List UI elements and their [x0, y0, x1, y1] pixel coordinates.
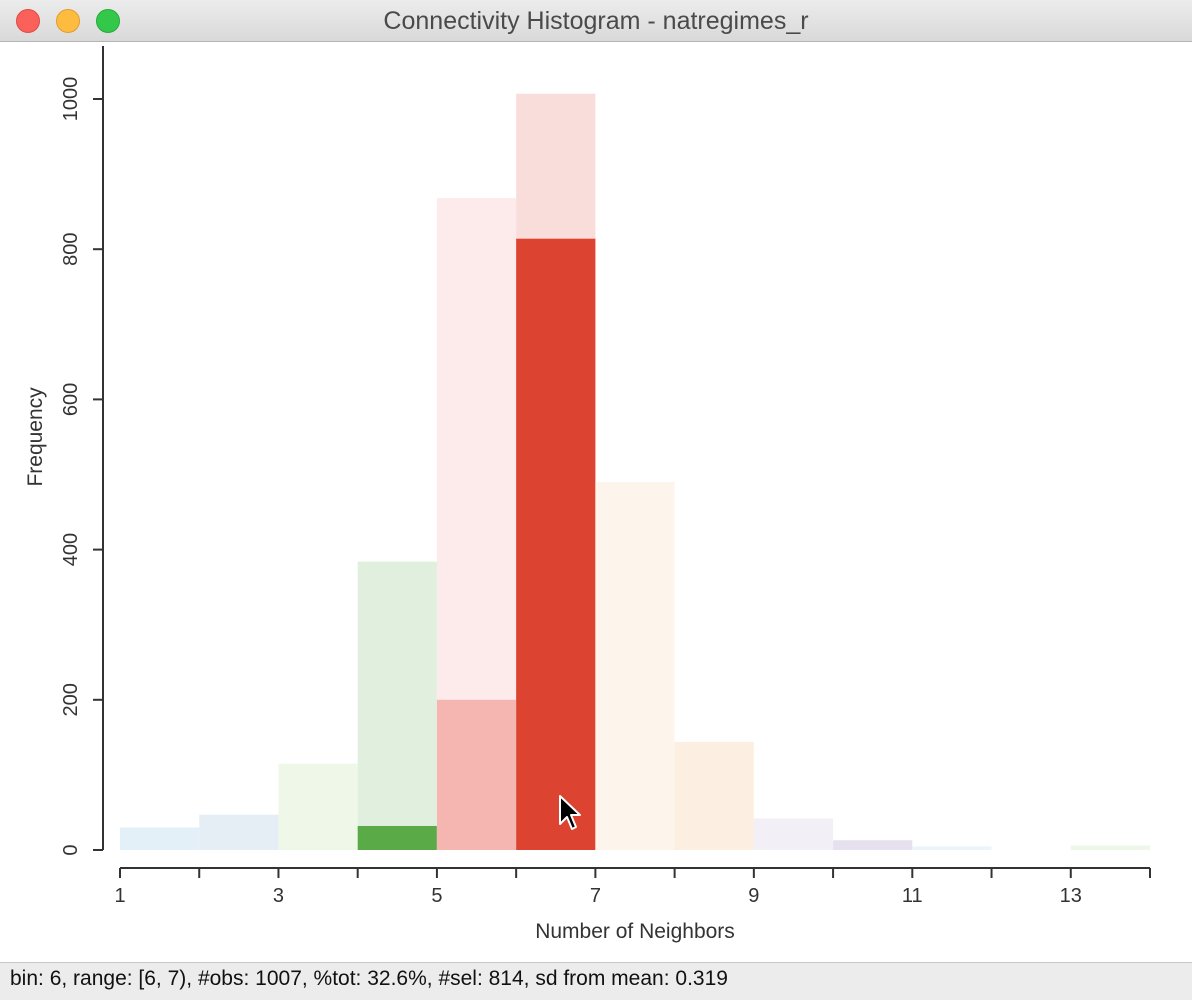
- y-tick-label-0: 0: [60, 844, 82, 855]
- histogram-bar-3[interactable]: [278, 763, 358, 850]
- histogram-bar-8[interactable]: [674, 741, 754, 850]
- status-bar: bin: 6, range: [6, 7), #obs: 1007, %tot:…: [0, 962, 1192, 1000]
- close-window-button[interactable]: [16, 9, 40, 33]
- y-tick-label-1000: 1000: [60, 77, 82, 122]
- mouse-pointer-icon: [558, 794, 584, 839]
- histogram-plot-area[interactable]: 0 200 400 600 800 1000 Frequency 1 3 5 7 9 11 13 Numbe…: [0, 42, 1192, 962]
- x-axis-label: Number of Neighbors: [535, 920, 735, 943]
- histogram-bar-2[interactable]: [199, 814, 279, 850]
- histogram-bar-7[interactable]: [595, 482, 675, 850]
- histogram-bar-13[interactable]: [1070, 845, 1150, 850]
- y-axis-label: Frequency: [24, 387, 47, 487]
- histogram-bar-11[interactable]: [912, 846, 992, 850]
- x-tick-label-1: 1: [114, 885, 125, 907]
- histogram-bar-selected-5[interactable]: [436, 699, 517, 850]
- x-tick-label-11: 11: [902, 885, 923, 907]
- y-tick-label-400: 400: [60, 533, 82, 566]
- x-tick-label-7: 7: [590, 885, 601, 907]
- x-tick-label-5: 5: [431, 885, 442, 907]
- histogram-bar-selected-4[interactable]: [357, 825, 437, 850]
- x-tick-label-13: 13: [1060, 885, 1082, 907]
- y-tick-label-200: 200: [60, 683, 82, 716]
- histogram-bar-9[interactable]: [753, 818, 834, 850]
- window-title: Connectivity Histogram - natregimes_r: [383, 7, 809, 35]
- histogram-bar-selected-6[interactable]: [516, 238, 596, 850]
- histogram-bar-1[interactable]: [120, 827, 200, 850]
- title-bar[interactable]: Connectivity Histogram - natregimes_r: [0, 0, 1192, 42]
- zoom-window-button[interactable]: [96, 9, 120, 33]
- y-tick-label-800: 800: [60, 233, 82, 266]
- histogram-bar-4[interactable]: [357, 561, 437, 850]
- x-tick-label-3: 3: [273, 885, 284, 907]
- x-tick-label-9: 9: [748, 885, 759, 907]
- minimize-window-button[interactable]: [56, 9, 80, 33]
- y-tick-label-600: 600: [60, 383, 82, 416]
- histogram-bar-10[interactable]: [833, 840, 913, 850]
